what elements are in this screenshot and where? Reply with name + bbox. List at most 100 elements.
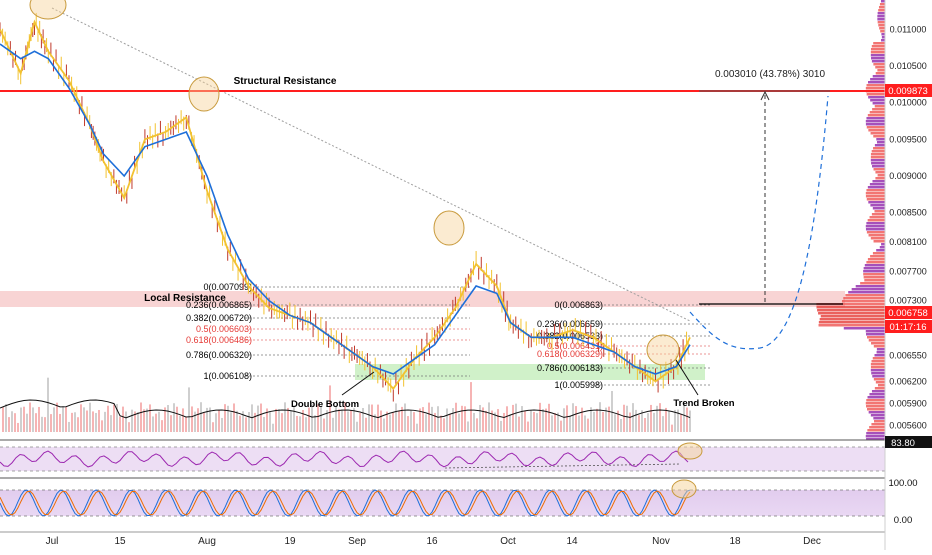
volume-bar — [341, 409, 343, 432]
volume-profile-bar — [866, 93, 885, 96]
volume-bar — [323, 418, 325, 432]
volume-bar — [422, 407, 424, 432]
volume-bar — [215, 413, 217, 432]
volume-profile-bar — [866, 438, 885, 441]
volume-profile-bar — [865, 120, 885, 123]
volume-profile-bar — [871, 390, 885, 393]
volume-bar — [260, 403, 262, 432]
volume-bar — [113, 404, 115, 432]
volume-bar — [644, 417, 646, 432]
volume-bar — [368, 404, 370, 432]
stoch-k-line — [0, 489, 691, 517]
volume-profile-bar — [870, 51, 885, 54]
volume-profile-bar — [870, 159, 885, 162]
volume-bar — [683, 402, 685, 432]
volume-bar — [560, 420, 562, 432]
volume-profile-bar — [863, 270, 885, 273]
volume-profile-bar — [869, 183, 885, 186]
volume-bar — [584, 415, 586, 432]
volume-bar — [650, 404, 652, 432]
volume-bar — [311, 403, 313, 432]
volume-bar — [197, 408, 199, 432]
volume-profile-bar — [876, 348, 885, 351]
volume-bar — [170, 415, 172, 432]
volume-profile-bar — [881, 33, 885, 36]
volume-profile-bar — [855, 285, 885, 288]
volume-bar — [416, 423, 418, 432]
volume-bar — [29, 402, 31, 432]
volume-profile-bar — [816, 306, 885, 309]
volume-profile-bar — [868, 129, 885, 132]
volume-bar — [317, 404, 319, 432]
volume-bar — [680, 413, 682, 432]
volume-bar — [674, 409, 676, 432]
volume-bar — [407, 416, 409, 432]
volume-profile-bar — [870, 366, 885, 369]
volume-profile-bar — [880, 30, 885, 33]
volume-profile-bar — [865, 402, 885, 405]
volume-bar — [353, 408, 355, 432]
volume-profile-bar — [866, 222, 885, 225]
volume-bar — [503, 412, 505, 432]
y-tick-label: 0.005600 — [889, 420, 927, 430]
ema-line — [0, 43, 691, 375]
annotation-structural: Structural Resistance — [234, 76, 337, 87]
volume-bar — [464, 406, 466, 432]
volume-profile-bar — [870, 255, 885, 258]
volume-profile-bar — [817, 309, 885, 312]
volume-bar — [26, 413, 28, 432]
fib-left-label: 0.786(0.006320) — [186, 350, 252, 360]
volume-bar — [530, 410, 532, 432]
volume-bar — [524, 410, 526, 432]
volume-bar — [554, 413, 556, 432]
volume-profile-bar — [866, 399, 885, 402]
volume-profile-bar — [871, 372, 885, 375]
volume-profile-bar — [873, 135, 885, 138]
trend-broken-pointer — [675, 359, 699, 396]
volume-profile-bar — [879, 3, 885, 6]
volume-profile-bar — [843, 297, 885, 300]
volume-profile-bar — [866, 126, 885, 129]
volume-bar — [626, 405, 628, 432]
volume-bar — [62, 406, 64, 432]
volume-bar — [572, 403, 574, 432]
current-price-tag — [885, 306, 932, 319]
volume-bar — [428, 402, 430, 432]
volume-bar — [185, 416, 187, 432]
volume-bar — [419, 408, 421, 432]
volume-profile-bar — [873, 63, 885, 66]
volume-bar — [71, 412, 73, 432]
volume-bar — [188, 387, 190, 432]
volume-bar — [5, 404, 7, 432]
volume-bar — [629, 412, 631, 432]
volume-bar — [155, 413, 157, 432]
volume-bar — [35, 413, 37, 432]
volume-profile-bar — [867, 336, 885, 339]
stoch-top-label: 100.00 — [888, 478, 917, 489]
volume-bar — [245, 417, 247, 432]
volume-bar — [50, 414, 52, 432]
volume-bar — [110, 415, 112, 432]
volume-profile-bar — [876, 249, 885, 252]
volume-bar — [281, 413, 283, 432]
resistance-price-label: 0.009873 — [888, 86, 928, 97]
volume-bar — [398, 410, 400, 432]
volume-bar — [455, 402, 457, 432]
volume-bar — [305, 417, 307, 432]
volume-bar — [296, 415, 298, 432]
volume-profile-bar — [866, 405, 885, 408]
fib-left-label: 0(0.007099) — [203, 282, 252, 292]
stoch-bottom-label: 0.00 — [894, 515, 913, 526]
volume-bar — [80, 404, 82, 432]
volume-profile-bar — [874, 144, 885, 147]
volume-bar — [662, 416, 664, 432]
volume-bar — [377, 404, 379, 432]
volume-profile-bar — [870, 78, 885, 81]
highlight-circle-4 — [646, 334, 680, 366]
volume-bar — [179, 415, 181, 432]
double-bottom-pointer — [341, 371, 375, 396]
volume-bar — [557, 412, 559, 432]
volume-bar — [413, 412, 415, 432]
volume-bar — [350, 410, 352, 432]
